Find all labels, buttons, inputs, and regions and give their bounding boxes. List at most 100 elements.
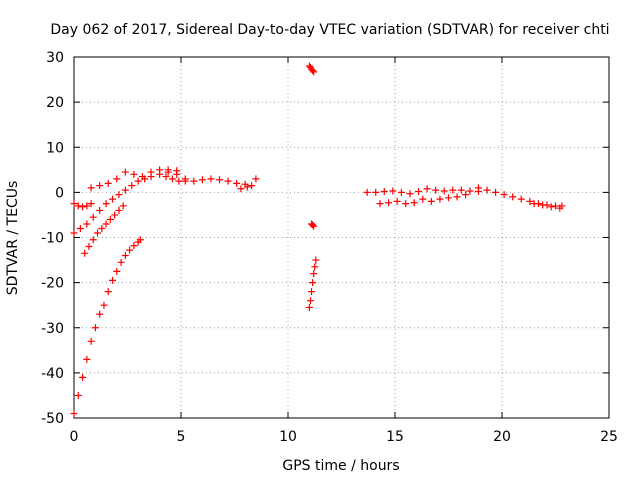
- data-point: [402, 200, 410, 208]
- x-tick-label: 25: [600, 429, 618, 445]
- data-point: [119, 202, 127, 210]
- x-tick-label: 20: [493, 429, 511, 445]
- data-points: [70, 62, 566, 417]
- data-point: [115, 206, 123, 214]
- data-point: [100, 301, 108, 309]
- data-point: [436, 195, 444, 203]
- series-satellite-arc-13: [474, 184, 566, 210]
- data-point: [310, 222, 318, 230]
- data-point: [462, 191, 470, 199]
- data-point: [138, 173, 146, 181]
- data-point: [190, 177, 198, 185]
- data-point: [216, 176, 224, 184]
- data-point: [74, 202, 82, 210]
- series-satellite-arc-11: [363, 185, 482, 198]
- series-satellite-arc-9: [308, 220, 318, 230]
- data-point: [104, 288, 112, 296]
- data-point: [126, 246, 134, 254]
- data-point: [453, 193, 461, 201]
- data-point: [492, 188, 500, 196]
- data-point: [393, 197, 401, 205]
- data-point: [76, 224, 84, 232]
- data-point: [130, 242, 138, 250]
- data-point: [410, 199, 418, 207]
- data-point: [115, 191, 123, 199]
- y-tick-label: 10: [46, 140, 64, 156]
- data-point: [198, 176, 206, 184]
- data-point: [237, 185, 245, 193]
- data-point: [457, 186, 465, 194]
- data-point: [70, 200, 78, 208]
- data-point: [121, 252, 129, 260]
- data-point: [70, 229, 78, 237]
- y-tick-label: -20: [41, 276, 64, 292]
- x-tick-label: 0: [70, 429, 79, 445]
- x-tick-label: 10: [279, 429, 297, 445]
- data-point: [449, 186, 457, 194]
- data-point: [397, 188, 405, 196]
- data-point: [243, 183, 251, 191]
- chart-title: Day 062 of 2017, Sidereal Day-to-day VTE…: [50, 22, 609, 38]
- data-point: [207, 175, 215, 183]
- data-point: [427, 197, 435, 205]
- data-point: [252, 175, 260, 183]
- data-point: [70, 409, 78, 417]
- data-point: [509, 193, 517, 201]
- series-satellite-arc-2: [70, 167, 181, 237]
- data-point: [81, 249, 89, 257]
- data-point: [385, 199, 393, 207]
- data-point: [175, 177, 183, 185]
- data-point: [162, 173, 170, 181]
- data-point: [121, 186, 129, 194]
- data-point: [83, 355, 91, 363]
- data-point: [500, 191, 508, 199]
- series-satellite-arc-14: [530, 200, 564, 212]
- data-point: [96, 182, 104, 190]
- data-point: [113, 267, 121, 275]
- data-point: [556, 204, 564, 212]
- data-point: [181, 177, 189, 185]
- y-tick-label: -50: [41, 411, 64, 427]
- data-point: [94, 229, 102, 237]
- data-point: [117, 258, 125, 266]
- series-satellite-arc-7: [237, 175, 260, 193]
- y-tick-label: -10: [41, 231, 64, 247]
- data-point: [79, 373, 87, 381]
- data-point: [474, 184, 482, 192]
- data-point: [311, 263, 319, 271]
- data-point: [134, 177, 142, 185]
- data-point: [406, 190, 414, 198]
- series-satellite-arc-10: [305, 256, 320, 311]
- data-point: [96, 310, 104, 318]
- data-point: [466, 187, 474, 195]
- data-point: [552, 202, 559, 210]
- data-point: [104, 179, 112, 187]
- y-tick-label: 30: [46, 50, 64, 66]
- data-point: [147, 168, 155, 176]
- data-point: [111, 211, 119, 219]
- data-point: [539, 201, 547, 209]
- x-tick-label: 5: [177, 429, 186, 445]
- x-tick-label: 15: [386, 429, 404, 445]
- data-point: [419, 195, 427, 203]
- data-point: [113, 175, 121, 183]
- data-point: [89, 236, 97, 244]
- data-point: [363, 188, 371, 196]
- x-axis-title: GPS time / hours: [282, 458, 399, 474]
- data-point: [306, 297, 314, 305]
- data-point: [83, 220, 91, 228]
- data-point: [310, 270, 318, 278]
- data-point: [173, 170, 181, 178]
- data-point: [309, 67, 317, 75]
- data-point: [168, 175, 176, 183]
- data-point: [308, 288, 316, 296]
- series-satellite-arc-3: [70, 236, 144, 417]
- y-tick-label: -40: [41, 366, 64, 382]
- data-point: [109, 195, 117, 203]
- data-point: [248, 182, 256, 190]
- data-point: [87, 200, 95, 208]
- data-point: [121, 168, 129, 176]
- data-point: [517, 195, 525, 203]
- data-point: [312, 256, 320, 264]
